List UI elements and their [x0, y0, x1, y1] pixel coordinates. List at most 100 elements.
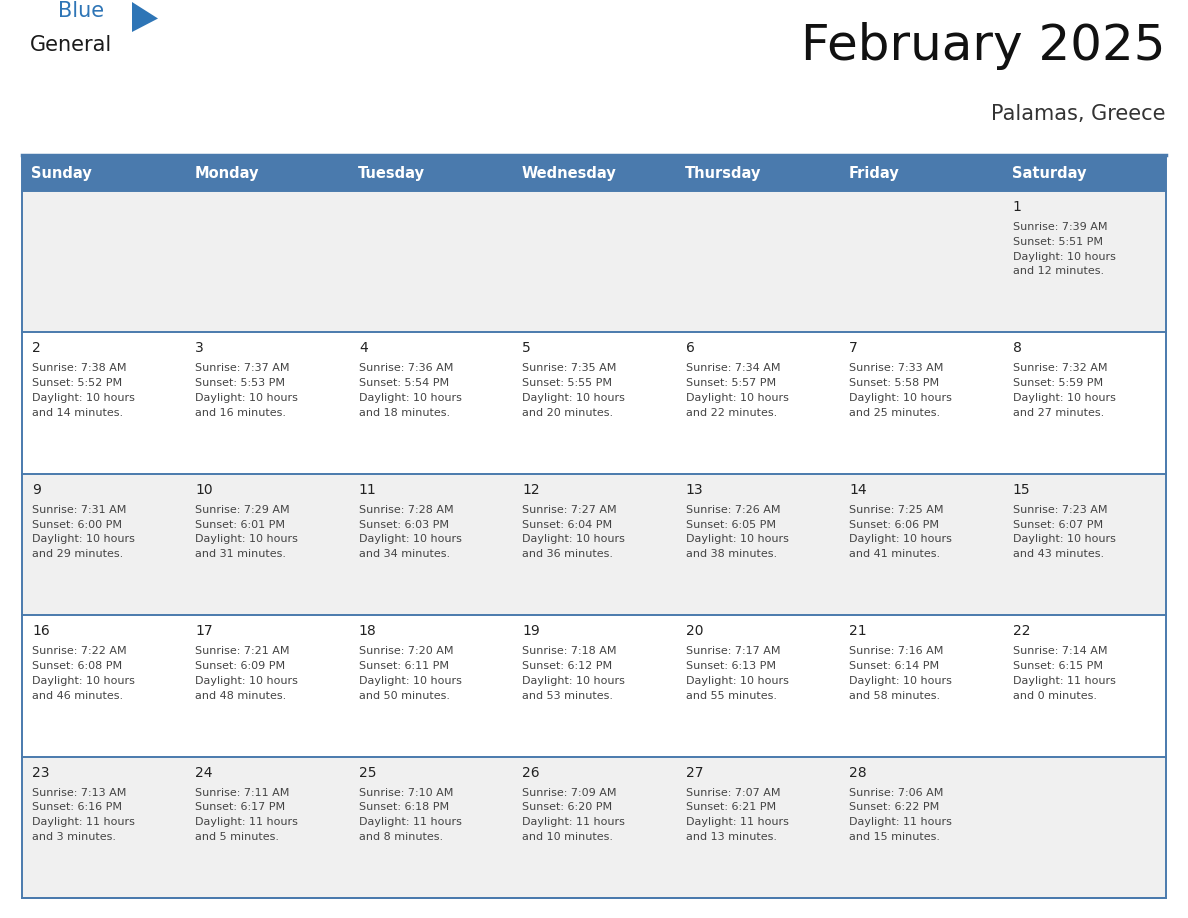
- Text: Sunset: 6:07 PM: Sunset: 6:07 PM: [1012, 520, 1102, 530]
- Bar: [1003, 155, 1165, 191]
- Text: Sunrise: 7:22 AM: Sunrise: 7:22 AM: [32, 646, 127, 656]
- Text: Sunset: 6:21 PM: Sunset: 6:21 PM: [685, 802, 776, 812]
- Text: and 8 minutes.: and 8 minutes.: [359, 832, 443, 842]
- Bar: [1003, 474, 1165, 615]
- Text: 26: 26: [523, 766, 539, 779]
- Bar: [512, 474, 676, 615]
- Text: Daylight: 10 hours: Daylight: 10 hours: [849, 676, 952, 686]
- Text: Daylight: 10 hours: Daylight: 10 hours: [685, 676, 789, 686]
- Text: 25: 25: [359, 766, 377, 779]
- Text: and 46 minutes.: and 46 minutes.: [32, 690, 124, 700]
- Bar: [23, 474, 185, 615]
- Text: Sunrise: 7:14 AM: Sunrise: 7:14 AM: [1012, 646, 1107, 656]
- Text: Tuesday: Tuesday: [358, 165, 425, 181]
- Bar: [839, 155, 1003, 191]
- Text: Sunset: 5:53 PM: Sunset: 5:53 PM: [196, 378, 285, 388]
- Text: Daylight: 11 hours: Daylight: 11 hours: [196, 817, 298, 827]
- Bar: [676, 615, 839, 756]
- Bar: [349, 155, 512, 191]
- Bar: [349, 615, 512, 756]
- Text: Daylight: 10 hours: Daylight: 10 hours: [196, 676, 298, 686]
- Bar: [349, 756, 512, 898]
- Bar: [839, 191, 1003, 332]
- Text: 9: 9: [32, 483, 40, 497]
- Text: 21: 21: [849, 624, 867, 638]
- Text: 1: 1: [1012, 200, 1022, 214]
- Text: Sunset: 6:08 PM: Sunset: 6:08 PM: [32, 661, 122, 671]
- Bar: [839, 615, 1003, 756]
- Text: Sunset: 6:12 PM: Sunset: 6:12 PM: [523, 661, 612, 671]
- Bar: [185, 332, 349, 474]
- Text: Daylight: 11 hours: Daylight: 11 hours: [685, 817, 789, 827]
- Text: 10: 10: [196, 483, 213, 497]
- Text: Palamas, Greece: Palamas, Greece: [992, 104, 1165, 124]
- Text: 20: 20: [685, 624, 703, 638]
- Text: Sunrise: 7:34 AM: Sunrise: 7:34 AM: [685, 364, 781, 374]
- Text: Sunset: 6:14 PM: Sunset: 6:14 PM: [849, 661, 940, 671]
- Text: Sunrise: 7:33 AM: Sunrise: 7:33 AM: [849, 364, 943, 374]
- Text: 19: 19: [523, 624, 541, 638]
- Bar: [23, 332, 185, 474]
- Text: Daylight: 10 hours: Daylight: 10 hours: [32, 393, 135, 403]
- Bar: [676, 332, 839, 474]
- Bar: [512, 756, 676, 898]
- Bar: [23, 191, 185, 332]
- Text: Sunrise: 7:07 AM: Sunrise: 7:07 AM: [685, 788, 781, 798]
- Text: Sunrise: 7:38 AM: Sunrise: 7:38 AM: [32, 364, 126, 374]
- Text: Sunrise: 7:25 AM: Sunrise: 7:25 AM: [849, 505, 943, 515]
- Text: Sunrise: 7:21 AM: Sunrise: 7:21 AM: [196, 646, 290, 656]
- Text: Sunset: 5:54 PM: Sunset: 5:54 PM: [359, 378, 449, 388]
- Text: Daylight: 10 hours: Daylight: 10 hours: [1012, 252, 1116, 262]
- Text: Sunrise: 7:28 AM: Sunrise: 7:28 AM: [359, 505, 454, 515]
- Text: and 36 minutes.: and 36 minutes.: [523, 549, 613, 559]
- Text: Sunset: 6:17 PM: Sunset: 6:17 PM: [196, 802, 285, 812]
- Text: Daylight: 10 hours: Daylight: 10 hours: [32, 534, 135, 544]
- Text: and 31 minutes.: and 31 minutes.: [196, 549, 286, 559]
- Text: Sunrise: 7:06 AM: Sunrise: 7:06 AM: [849, 788, 943, 798]
- Text: Daylight: 10 hours: Daylight: 10 hours: [849, 393, 952, 403]
- Text: 7: 7: [849, 341, 858, 355]
- Text: and 50 minutes.: and 50 minutes.: [359, 690, 450, 700]
- Text: 22: 22: [1012, 624, 1030, 638]
- Bar: [185, 615, 349, 756]
- Text: 4: 4: [359, 341, 367, 355]
- Text: Sunset: 6:16 PM: Sunset: 6:16 PM: [32, 802, 122, 812]
- Bar: [839, 756, 1003, 898]
- Bar: [349, 332, 512, 474]
- Bar: [676, 191, 839, 332]
- Text: Sunrise: 7:39 AM: Sunrise: 7:39 AM: [1012, 222, 1107, 232]
- Text: and 5 minutes.: and 5 minutes.: [196, 832, 279, 842]
- Text: and 14 minutes.: and 14 minutes.: [32, 408, 124, 418]
- Text: Sunset: 5:52 PM: Sunset: 5:52 PM: [32, 378, 122, 388]
- Text: Daylight: 11 hours: Daylight: 11 hours: [523, 817, 625, 827]
- Text: Sunrise: 7:09 AM: Sunrise: 7:09 AM: [523, 788, 617, 798]
- Text: and 34 minutes.: and 34 minutes.: [359, 549, 450, 559]
- Text: Sunrise: 7:20 AM: Sunrise: 7:20 AM: [359, 646, 454, 656]
- Text: Daylight: 10 hours: Daylight: 10 hours: [196, 393, 298, 403]
- Text: 12: 12: [523, 483, 539, 497]
- Text: Sunrise: 7:16 AM: Sunrise: 7:16 AM: [849, 646, 943, 656]
- Text: Sunset: 6:13 PM: Sunset: 6:13 PM: [685, 661, 776, 671]
- Text: Sunset: 5:59 PM: Sunset: 5:59 PM: [1012, 378, 1102, 388]
- Text: Daylight: 10 hours: Daylight: 10 hours: [359, 393, 462, 403]
- Text: Sunset: 6:05 PM: Sunset: 6:05 PM: [685, 520, 776, 530]
- Text: February 2025: February 2025: [802, 22, 1165, 70]
- Text: Sunrise: 7:31 AM: Sunrise: 7:31 AM: [32, 505, 126, 515]
- Text: and 55 minutes.: and 55 minutes.: [685, 690, 777, 700]
- Bar: [512, 615, 676, 756]
- Bar: [512, 191, 676, 332]
- Text: Sunset: 5:58 PM: Sunset: 5:58 PM: [849, 378, 940, 388]
- Bar: [512, 155, 676, 191]
- Bar: [349, 474, 512, 615]
- Text: 16: 16: [32, 624, 50, 638]
- Text: Wednesday: Wednesday: [522, 165, 617, 181]
- Text: and 20 minutes.: and 20 minutes.: [523, 408, 613, 418]
- Text: Daylight: 10 hours: Daylight: 10 hours: [359, 676, 462, 686]
- Bar: [839, 474, 1003, 615]
- Text: 27: 27: [685, 766, 703, 779]
- Text: and 41 minutes.: and 41 minutes.: [849, 549, 940, 559]
- Text: Daylight: 11 hours: Daylight: 11 hours: [1012, 676, 1116, 686]
- Bar: [676, 474, 839, 615]
- Text: Monday: Monday: [195, 165, 259, 181]
- Bar: [1003, 756, 1165, 898]
